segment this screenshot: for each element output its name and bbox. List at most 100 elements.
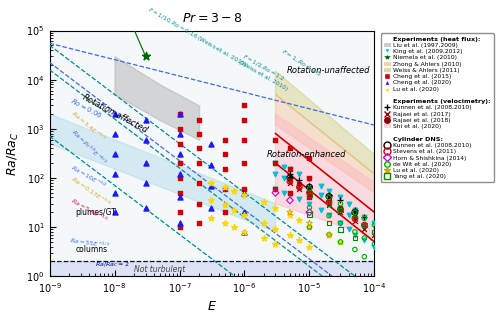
Point [360, 237, 368, 242]
Point [286, 212, 294, 217]
Point [306, 192, 314, 197]
Point [306, 185, 314, 190]
Point [176, 160, 184, 166]
Point [142, 54, 150, 59]
Point [221, 203, 229, 208]
Point [286, 179, 294, 184]
Polygon shape [276, 71, 374, 174]
Point [370, 221, 378, 226]
Point [360, 214, 368, 219]
Point [286, 175, 294, 181]
Point [176, 172, 184, 177]
Point [142, 180, 150, 185]
Point [195, 160, 203, 166]
Point [306, 210, 314, 215]
Point [370, 229, 378, 234]
Point [286, 190, 294, 195]
Point [176, 131, 184, 136]
Point [286, 198, 294, 203]
Point [240, 210, 248, 215]
Point [286, 175, 294, 181]
Point [325, 221, 333, 226]
Polygon shape [50, 114, 276, 232]
Point [325, 195, 333, 200]
Point [142, 205, 150, 210]
Point [336, 207, 344, 212]
Point [306, 192, 314, 197]
Point [272, 160, 280, 166]
Point [142, 137, 150, 142]
Text: $Ra=0.17E^{-7/4}$: $Ra=0.17E^{-7/4}$ [69, 174, 112, 209]
Point [360, 254, 368, 259]
Point [122, 8, 130, 13]
Point [351, 217, 359, 222]
Point [176, 126, 184, 131]
Point [280, 190, 287, 195]
Point [286, 167, 294, 172]
Point [221, 167, 229, 172]
Point [296, 185, 304, 190]
Text: $Ra=Pr^{1/3}E^{-8/3}$: $Ra=Pr^{1/3}E^{-8/3}$ [69, 127, 108, 167]
Point [260, 221, 268, 226]
Point [351, 235, 359, 241]
Point [325, 200, 333, 205]
Point [336, 198, 344, 203]
Point [176, 190, 184, 195]
Point [286, 172, 294, 177]
Point [351, 214, 359, 219]
Point [110, 152, 118, 157]
Point [360, 235, 368, 241]
Point [306, 195, 314, 200]
Point [306, 225, 314, 230]
Text: $Ra=5.4E^{-1.6}$: $Ra=5.4E^{-1.6}$ [69, 196, 110, 226]
Point [336, 239, 344, 244]
Point [142, 118, 150, 123]
Point [176, 152, 184, 157]
Point [325, 188, 333, 193]
Point [260, 235, 268, 241]
Point [206, 198, 214, 203]
Point [336, 208, 344, 213]
Point [296, 182, 304, 187]
Point [221, 185, 229, 190]
Point [296, 186, 304, 191]
Point [286, 180, 294, 185]
Point [286, 232, 294, 237]
Point [306, 205, 314, 210]
Polygon shape [276, 114, 374, 238]
Point [360, 225, 368, 230]
Point [221, 186, 229, 191]
Point [370, 232, 378, 237]
Point [296, 172, 304, 177]
Point [325, 200, 333, 205]
Point [306, 225, 314, 230]
Point [206, 163, 214, 168]
Point [351, 216, 359, 221]
Text: $Ra=55E^{-1/3}$: $Ra=55E^{-1/3}$ [69, 236, 110, 251]
Point [351, 247, 359, 252]
Point [351, 229, 359, 234]
Point [351, 210, 359, 215]
Point [110, 190, 118, 195]
Point [286, 178, 294, 183]
Point [360, 214, 368, 219]
Point [195, 221, 203, 226]
Point [336, 221, 344, 226]
Text: $Ra=3.4E^{-7/3}$: $Ra=3.4E^{-7/3}$ [69, 109, 108, 143]
Point [221, 137, 229, 142]
Text: Rotation-affected: Rotation-affected [80, 93, 149, 135]
Point [286, 175, 294, 181]
Polygon shape [276, 94, 374, 193]
Point [195, 180, 203, 185]
Text: $F=1/10, Ro=0.16$ (Weiss et al. 2010): $F=1/10, Ro=0.16$ (Weiss et al. 2010) [146, 5, 248, 70]
Point [325, 194, 333, 199]
Point [370, 241, 378, 247]
Point [351, 232, 359, 237]
Point [306, 212, 314, 217]
Point [221, 210, 229, 215]
Point [240, 192, 248, 197]
Text: $F=1, Ro=2.5$: $F=1, Ro=2.5$ [280, 48, 322, 78]
Point [317, 183, 325, 188]
Point [360, 227, 368, 232]
Point [306, 221, 314, 226]
